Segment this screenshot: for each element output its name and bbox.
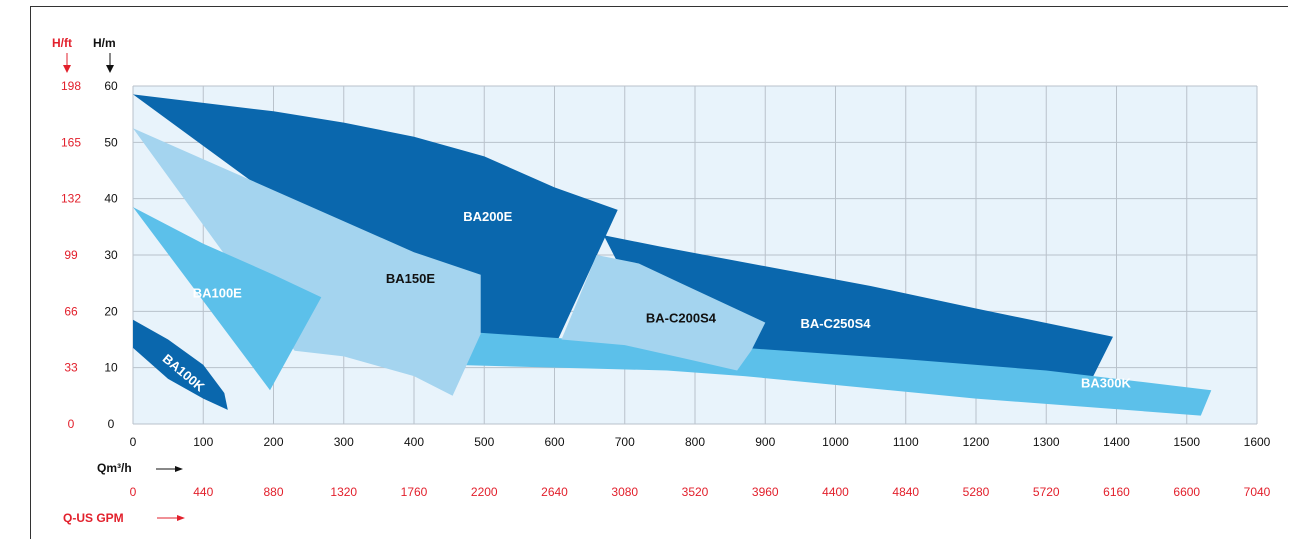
y-tick-ft: 132 <box>61 192 81 206</box>
x-tick-gpm: 4400 <box>822 485 849 499</box>
x-ticks: 0 0 100 440 200 880 300 1320 400 1760 500 2200 600 26… <box>130 435 1271 499</box>
y-tick-m: 0 <box>108 417 115 431</box>
x-tick-gpm: 0 <box>130 485 137 499</box>
region-label-ba100e: BA100E <box>193 285 242 300</box>
x-tick-m3h: 1500 <box>1173 435 1200 449</box>
x-tick-gpm: 440 <box>193 485 213 499</box>
x-tick-gpm: 5280 <box>963 485 990 499</box>
y-tick-m: 30 <box>104 248 118 262</box>
x-tick-m3h: 900 <box>755 435 775 449</box>
x-tick-gpm: 6600 <box>1173 485 1200 499</box>
q-gpm-axis-label: Q-US GPM <box>63 511 124 525</box>
q-m3h-axis-label: Qm³/h <box>97 461 132 475</box>
region-ba-c200s4 <box>561 255 766 371</box>
x-tick-m3h: 1000 <box>822 435 849 449</box>
x-tick-gpm: 1760 <box>401 485 428 499</box>
h-ft-arrow-icon <box>63 53 71 73</box>
y-ticks: 0 0 10 33 20 66 30 99 40 132 50 165 60 198 <box>61 79 118 431</box>
x-tick-m3h: 0 <box>130 435 137 449</box>
x-tick-gpm: 6160 <box>1103 485 1130 499</box>
pump-regions <box>133 94 1212 416</box>
y-tick-m: 20 <box>104 304 118 318</box>
x-tick-m3h: 400 <box>404 435 424 449</box>
x-tick-m3h: 200 <box>263 435 283 449</box>
region-ba100k <box>133 319 228 410</box>
x-tick-m3h: 1400 <box>1103 435 1130 449</box>
x-tick-gpm: 7040 <box>1244 485 1271 499</box>
x-tick-m3h: 100 <box>193 435 213 449</box>
x-tick-gpm: 1320 <box>330 485 357 499</box>
x-tick-gpm: 4840 <box>892 485 919 499</box>
x-tick-m3h: 500 <box>474 435 494 449</box>
region-label-ba200e: BA200E <box>463 209 512 224</box>
chart-frame <box>30 6 1288 539</box>
x-tick-m3h: 700 <box>615 435 635 449</box>
region-label-ba300k: BA300K <box>1081 375 1131 390</box>
region-label-ba-c200s4: BA-C200S4 <box>646 311 717 326</box>
region-label-ba-c250s4: BA-C250S4 <box>800 316 871 331</box>
q-m3h-arrow-icon <box>156 466 183 472</box>
x-tick-gpm: 3080 <box>611 485 638 499</box>
x-tick-m3h: 1300 <box>1033 435 1060 449</box>
y-tick-ft: 99 <box>64 248 78 262</box>
x-tick-m3h: 1200 <box>963 435 990 449</box>
y-tick-ft: 165 <box>61 135 81 149</box>
x-tick-gpm: 880 <box>263 485 283 499</box>
x-tick-m3h: 1600 <box>1244 435 1271 449</box>
x-tick-gpm: 2200 <box>471 485 498 499</box>
h-m-axis-label: H/m <box>93 36 116 50</box>
h-m-arrow-icon <box>106 53 114 73</box>
y-tick-m: 50 <box>104 135 118 149</box>
x-tick-gpm: 2640 <box>541 485 568 499</box>
x-tick-gpm: 3960 <box>752 485 779 499</box>
h-ft-axis-label: H/ft <box>52 36 72 50</box>
region-label-ba150e: BA150E <box>386 271 435 286</box>
x-tick-gpm: 5720 <box>1033 485 1060 499</box>
x-tick-m3h: 600 <box>544 435 564 449</box>
y-tick-m: 60 <box>104 79 118 93</box>
region-ba150e <box>133 128 481 396</box>
x-tick-m3h: 1100 <box>893 435 919 449</box>
x-tick-gpm: 3520 <box>682 485 709 499</box>
q-gpm-arrow-icon <box>157 515 185 521</box>
y-tick-m: 10 <box>104 361 118 375</box>
region-ba300k <box>452 331 1212 416</box>
region-ba200e <box>133 94 618 340</box>
y-tick-m: 40 <box>104 192 118 206</box>
y-tick-ft: 33 <box>64 361 78 375</box>
y-tick-ft: 66 <box>64 304 78 318</box>
region-ba100e <box>133 207 322 391</box>
x-tick-m3h: 800 <box>685 435 705 449</box>
x-tick-m3h: 300 <box>334 435 354 449</box>
y-tick-ft: 0 <box>68 417 75 431</box>
y-tick-ft: 198 <box>61 79 81 93</box>
